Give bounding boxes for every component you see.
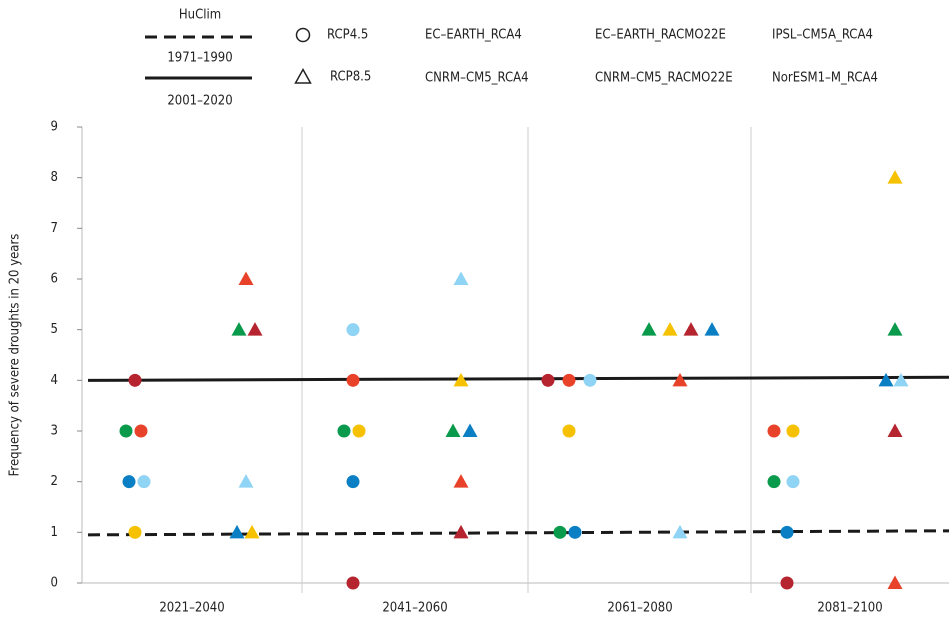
reference-legend-title: HuClim [179,8,221,23]
point [672,524,688,539]
point [453,271,469,285]
point [780,576,794,590]
legend-label: IPSL–CM5A_RCA4 [772,28,873,43]
point [453,524,469,539]
point [134,424,148,438]
legend-label: CNRM–CM5_RACMO22E [595,71,733,86]
point [244,524,260,539]
point [683,322,699,336]
point [445,423,461,437]
point [562,373,576,387]
y-tick-label: 0 [51,576,58,591]
point [462,423,478,437]
point [453,372,469,387]
point [229,524,245,539]
x-tick-label: 2061–2080 [607,601,672,616]
point [352,424,366,438]
point [893,372,909,387]
legend-label: 1971–1990 [167,51,232,66]
point [128,525,142,539]
point [887,170,903,184]
point [238,474,254,488]
point [704,322,720,336]
point [541,373,555,387]
point [780,525,794,539]
y-tick-label: 5 [51,322,58,337]
legend-label: RCP4.5 [327,28,368,43]
point [119,424,133,438]
x-tick-label: 2081–2100 [817,601,882,616]
point [672,372,688,387]
point [346,323,360,337]
point [786,475,800,489]
point [453,474,469,488]
point [662,322,678,336]
point [568,525,582,539]
legend-label: RCP8.5 [330,70,371,85]
y-tick-label: 1 [51,525,58,540]
point [231,322,247,336]
reference-line [87,529,949,537]
point [128,373,142,387]
point [337,424,351,438]
legend-marker [294,67,312,84]
point [122,475,136,489]
point [553,525,567,539]
x-tick-label: 2041–2060 [382,601,447,616]
y-tick-label: 6 [51,272,58,287]
point [786,424,800,438]
y-tick-label: 4 [51,373,58,388]
legend-label: NorESM1–M_RCA4 [772,71,878,86]
point [767,475,781,489]
point [346,576,360,590]
y-tick-label: 7 [51,221,58,236]
legend-marker [295,27,311,43]
y-tick-label: 9 [51,120,58,135]
point [238,271,254,285]
x-tick-label: 2021–2040 [159,601,224,616]
point [887,423,903,437]
point [641,322,657,336]
point [767,424,781,438]
legend-label: EC–EARTH_RCA4 [425,28,522,43]
legend-label: EC–EARTH_RACMO22E [595,28,726,43]
y-tick-label: 2 [51,474,58,489]
point [878,372,894,387]
reference-line [87,375,949,382]
point [137,475,151,489]
point [887,322,903,336]
y-tick-label: 8 [51,170,58,185]
y-axis-label: Frequency of severe droughts in 20 years [8,234,23,477]
point [583,373,597,387]
y-tick-label: 3 [51,424,58,439]
legend-label: 2001–2020 [167,94,232,109]
point [346,373,360,387]
point [887,575,903,589]
point [247,322,263,336]
legend-label: CNRM–CM5_RCA4 [425,71,529,86]
point [562,424,576,438]
point [346,475,360,489]
